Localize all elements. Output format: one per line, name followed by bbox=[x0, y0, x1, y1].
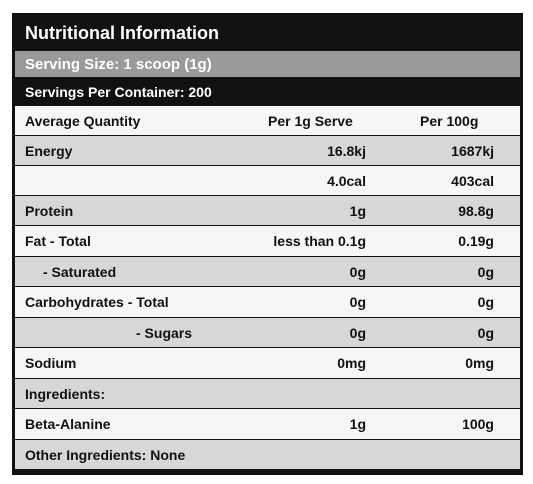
servings-per-container-text: Servings Per Container: 200 bbox=[25, 83, 212, 100]
ingredients-heading-row: Ingredients: bbox=[15, 379, 520, 408]
header-per-100g: Per 100g bbox=[420, 112, 479, 129]
nutrition-panel: Nutritional Information Serving Size: 1 … bbox=[12, 13, 523, 475]
row-label: - Sugars bbox=[136, 324, 193, 341]
panel-title: Nutritional Information bbox=[15, 16, 520, 50]
table-row: Fat - Total less than 0.1g 0.19g bbox=[15, 226, 520, 256]
ingredients-heading: Ingredients: bbox=[25, 385, 106, 402]
row-label: Protein bbox=[25, 202, 74, 219]
row-per100-value: 98.8g bbox=[458, 202, 494, 219]
other-ingredients-text: Other Ingredients: None bbox=[25, 446, 186, 463]
row-serve-value: 0mg bbox=[337, 355, 366, 371]
row-per100-value: 0mg bbox=[465, 355, 494, 371]
row-per100-value: 0g bbox=[477, 294, 494, 310]
table-row: Energy 16.8kj 1687kj bbox=[15, 136, 520, 165]
row-label: Sodium bbox=[25, 355, 77, 371]
row-serve-value: 4.0cal bbox=[327, 172, 366, 189]
table-row: Protein 1g 98.8g bbox=[15, 196, 520, 225]
row-serve-value: 1g bbox=[349, 202, 366, 219]
other-ingredients-row: Other Ingredients: None bbox=[15, 440, 520, 469]
row-label: Fat - Total bbox=[25, 233, 91, 249]
row-label: Carbohydrates - Total bbox=[25, 294, 169, 310]
row-per100-value: 403cal bbox=[451, 172, 494, 189]
table-row: Carbohydrates - Total 0g 0g bbox=[15, 287, 520, 317]
row-per100-value: 1687kj bbox=[451, 142, 494, 159]
row-per100-value: 0.19g bbox=[458, 233, 494, 249]
row-serve-value: 0g bbox=[349, 294, 366, 310]
header-average-quantity: Average Quantity bbox=[25, 112, 141, 129]
row-serve-value: 0g bbox=[349, 324, 366, 341]
serving-size-text: Serving Size: 1 scoop (1g) bbox=[25, 55, 212, 73]
ingredient-serve-value: 1g bbox=[349, 416, 366, 432]
row-serve-value: 16.8kj bbox=[327, 142, 366, 159]
servings-per-container-row: Servings Per Container: 200 bbox=[15, 78, 520, 105]
serving-size-row: Serving Size: 1 scoop (1g) bbox=[15, 51, 520, 77]
table-row: Sodium 0mg 0mg bbox=[15, 348, 520, 378]
table-row: - Saturated 0g 0g bbox=[15, 257, 520, 286]
panel-title-text: Nutritional Information bbox=[25, 22, 219, 43]
row-label: Energy bbox=[25, 142, 73, 159]
table-header-row: Average Quantity Per 1g Serve Per 100g bbox=[15, 106, 520, 135]
ingredient-per100-value: 100g bbox=[462, 416, 494, 432]
row-per100-value: 0g bbox=[477, 324, 494, 341]
row-per100-value: 0g bbox=[477, 263, 494, 280]
ingredient-row: Beta-Alanine 1g 100g bbox=[15, 409, 520, 439]
row-label: - Saturated bbox=[43, 263, 117, 280]
row-serve-value: 0g bbox=[349, 263, 366, 280]
table-row: 4.0cal 403cal bbox=[15, 166, 520, 195]
table-row: - Sugars 0g 0g bbox=[15, 318, 520, 347]
header-per-serve: Per 1g Serve bbox=[268, 112, 353, 129]
ingredient-label: Beta-Alanine bbox=[25, 416, 111, 432]
row-serve-value: less than 0.1g bbox=[273, 233, 366, 249]
